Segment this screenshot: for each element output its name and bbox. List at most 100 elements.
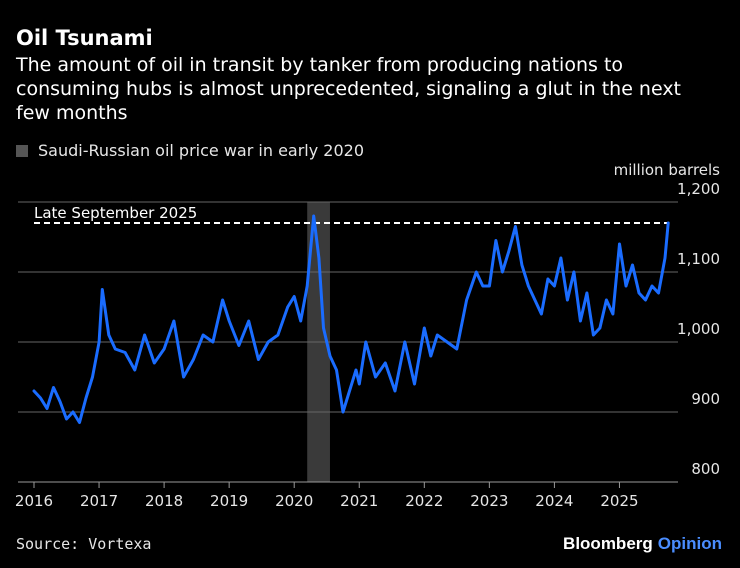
data-point [52, 386, 55, 389]
data-point [65, 417, 68, 421]
data-point [358, 382, 361, 386]
data-point [436, 333, 439, 337]
chart-subtitle: The amount of oil in transit by tanker f… [16, 54, 682, 124]
x-tick-label: 2021 [340, 492, 378, 510]
data-point [465, 298, 468, 302]
data-point [101, 288, 104, 291]
data-point [312, 214, 315, 218]
data-point [624, 284, 628, 288]
x-tick-label: 2020 [275, 492, 313, 510]
data-point [667, 221, 670, 225]
data-point [384, 361, 387, 365]
y-tick-label: 900 [691, 390, 720, 408]
data-point [293, 295, 296, 298]
reference-line-label: Late September 2025 [34, 204, 197, 222]
data-point [657, 291, 660, 295]
data-point [546, 277, 550, 281]
data-point [227, 319, 231, 323]
data-point [58, 400, 62, 403]
data-point [553, 284, 556, 288]
data-point [501, 270, 504, 274]
data-point [413, 382, 416, 386]
data-point [201, 333, 205, 337]
data-point [306, 284, 309, 288]
legend-swatch-shaded [16, 144, 28, 157]
data-point [611, 312, 615, 316]
data-point [317, 256, 321, 260]
y-tick-label: 800 [691, 460, 720, 478]
data-point [97, 340, 101, 344]
data-point [247, 319, 250, 323]
data-point [618, 242, 621, 246]
data-point [605, 298, 608, 302]
brand-name: Bloomberg [563, 534, 653, 553]
data-point [322, 326, 325, 330]
x-tick-label: 2022 [405, 492, 443, 510]
data-point [644, 298, 647, 302]
data-point [354, 368, 358, 372]
data-point [488, 284, 491, 288]
data-point [598, 326, 602, 330]
data-point [107, 333, 111, 337]
data-point [45, 407, 49, 410]
x-tick-label: 2017 [80, 492, 118, 510]
data-point [494, 239, 498, 242]
legend: Saudi-Russian oil price war in early 202… [16, 141, 364, 160]
data-point [78, 421, 81, 424]
x-tick-label: 2025 [600, 492, 638, 510]
y-tick-label: 1,200 [677, 180, 720, 198]
data-point [143, 333, 146, 337]
data-point [527, 284, 530, 288]
data-point [637, 291, 641, 295]
data-point [266, 340, 270, 344]
data-point [335, 368, 338, 372]
data-point [429, 354, 433, 358]
data-point [237, 344, 241, 347]
data-point [39, 396, 42, 400]
data-point [514, 225, 517, 228]
data-point [192, 358, 195, 361]
y-tick-label: 1,100 [677, 250, 720, 268]
x-tick-label: 2019 [210, 492, 248, 510]
y-axis-unit-label: million barrels [613, 161, 720, 179]
data-point [481, 284, 485, 288]
data-point [221, 298, 224, 302]
data-point [572, 270, 576, 274]
data-point [286, 305, 289, 309]
series-line-0 [32, 214, 670, 424]
data-point [445, 340, 449, 344]
data-point [423, 326, 426, 330]
brand-suffix: Opinion [657, 534, 722, 553]
data-point [91, 375, 94, 379]
data-point [475, 270, 478, 274]
data-point [540, 312, 543, 316]
brand-logo: Bloomberg Opinion [563, 534, 722, 554]
chart-title: Oil Tsunami [16, 26, 153, 50]
data-point [182, 375, 185, 379]
data-point [585, 291, 589, 295]
data-point [579, 319, 582, 323]
data-point [566, 298, 569, 302]
data-point [364, 340, 367, 344]
data-point [507, 249, 511, 253]
legend-label: Saudi-Russian oil price war in early 202… [38, 141, 365, 160]
data-point [211, 340, 215, 344]
data-point [328, 354, 332, 358]
data-point [32, 389, 36, 393]
data-point [374, 375, 377, 379]
data-point [533, 298, 537, 302]
data-point [123, 351, 127, 354]
data-point [114, 347, 117, 351]
data-point [84, 396, 88, 400]
data-point [153, 361, 156, 365]
y-tick-label: 1,000 [677, 320, 720, 338]
data-point [276, 333, 280, 337]
data-point [393, 389, 397, 393]
data-point [299, 319, 302, 323]
data-point [172, 319, 176, 323]
data-point [631, 263, 634, 267]
data-point [455, 347, 459, 351]
data-point [71, 410, 75, 414]
data-point [663, 256, 667, 260]
